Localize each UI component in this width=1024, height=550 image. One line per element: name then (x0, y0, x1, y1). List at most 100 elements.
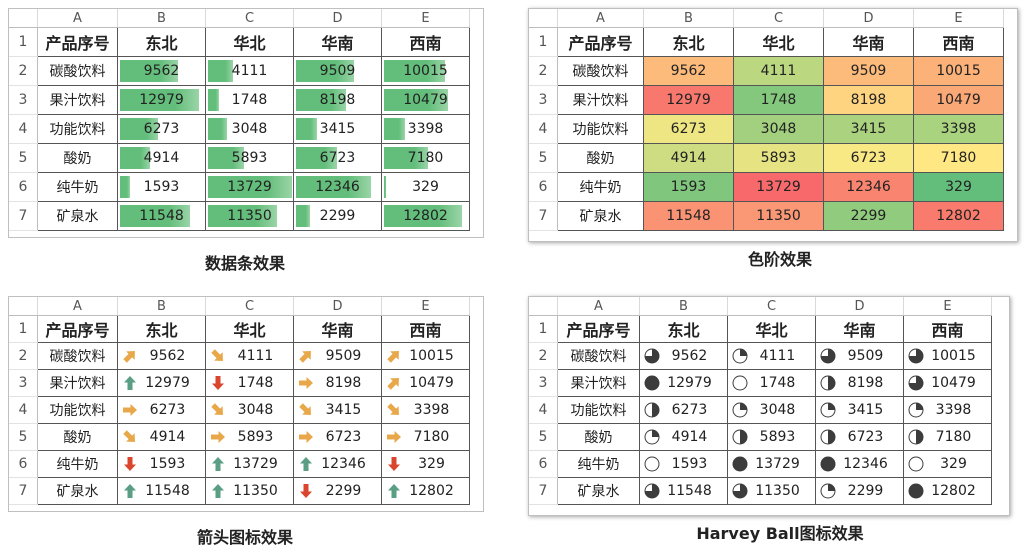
row-header[interactable]: 1 (9, 315, 38, 343)
value-cell[interactable]: 11350 (733, 201, 824, 231)
value-cell[interactable]: 6723 (823, 143, 914, 173)
value-cell[interactable]: 10015 (381, 56, 470, 86)
header-cell[interactable]: 西南 (903, 315, 992, 343)
header-cell[interactable]: 华南 (293, 315, 382, 343)
product-cell[interactable]: 矿泉水 (557, 477, 640, 505)
value-cell[interactable]: 12802 (381, 201, 470, 231)
value-cell[interactable]: 13729 (205, 172, 294, 202)
column-header-a[interactable]: A (557, 297, 640, 316)
product-cell[interactable]: 纯牛奶 (557, 450, 640, 478)
value-cell[interactable]: 13729 (205, 450, 294, 478)
value-cell[interactable]: 11350 (205, 477, 294, 505)
column-header-d[interactable]: D (293, 9, 382, 28)
value-cell[interactable]: 11350 (727, 477, 816, 505)
value-cell[interactable]: 3398 (903, 396, 992, 424)
row-header[interactable]: 5 (529, 143, 558, 173)
column-header-d[interactable]: D (293, 297, 382, 316)
value-cell[interactable]: 7180 (381, 143, 470, 173)
header-cell[interactable]: 产品序号 (37, 27, 118, 57)
header-cell[interactable]: 华南 (815, 315, 904, 343)
value-cell[interactable]: 12346 (293, 450, 382, 478)
value-cell[interactable]: 10015 (913, 56, 1004, 86)
product-cell[interactable]: 酸奶 (557, 143, 644, 173)
value-cell[interactable]: 3398 (381, 114, 470, 144)
header-cell[interactable]: 东北 (643, 27, 734, 57)
value-cell[interactable]: 12802 (913, 201, 1004, 231)
header-cell[interactable]: 产品序号 (37, 315, 118, 343)
product-cell[interactable]: 碳酸饮料 (557, 56, 644, 86)
product-cell[interactable]: 果汁饮料 (37, 85, 118, 115)
row-header[interactable]: 6 (9, 172, 38, 202)
header-cell[interactable]: 东北 (639, 315, 728, 343)
value-cell[interactable]: 10479 (903, 369, 992, 397)
product-cell[interactable]: 功能饮料 (37, 396, 118, 424)
value-cell[interactable]: 3415 (293, 396, 382, 424)
value-cell[interactable]: 12802 (903, 477, 992, 505)
value-cell[interactable]: 4111 (733, 56, 824, 86)
value-cell[interactable]: 7180 (913, 143, 1004, 173)
value-cell[interactable]: 4111 (205, 56, 294, 86)
value-cell[interactable]: 11548 (639, 477, 728, 505)
row-header[interactable]: 7 (9, 201, 38, 231)
row-header[interactable]: 2 (9, 56, 38, 86)
value-cell[interactable]: 5893 (727, 423, 816, 451)
value-cell[interactable]: 9509 (293, 56, 382, 86)
header-cell[interactable]: 产品序号 (557, 315, 640, 343)
value-cell[interactable]: 5893 (733, 143, 824, 173)
value-cell[interactable]: 3415 (815, 396, 904, 424)
product-cell[interactable]: 果汁饮料 (557, 85, 644, 115)
product-cell[interactable]: 碳酸饮料 (37, 342, 118, 370)
value-cell[interactable]: 3048 (205, 396, 294, 424)
value-cell[interactable]: 9509 (815, 342, 904, 370)
value-cell[interactable]: 3048 (205, 114, 294, 144)
value-cell[interactable]: 5893 (205, 423, 294, 451)
column-header-a[interactable]: A (37, 297, 118, 316)
value-cell[interactable]: 12979 (117, 369, 206, 397)
value-cell[interactable]: 7180 (903, 423, 992, 451)
header-cell[interactable]: 东北 (117, 27, 206, 57)
product-cell[interactable]: 矿泉水 (557, 201, 644, 231)
column-header-c[interactable]: C (733, 9, 824, 28)
product-cell[interactable]: 纯牛奶 (557, 172, 644, 202)
column-header-b[interactable]: B (643, 9, 734, 28)
column-header-b[interactable]: B (117, 297, 206, 316)
row-header[interactable]: 7 (529, 201, 558, 231)
product-cell[interactable]: 功能饮料 (557, 114, 644, 144)
row-header[interactable]: 1 (529, 27, 558, 57)
header-cell[interactable]: 华北 (727, 315, 816, 343)
column-header-e[interactable]: E (913, 9, 1004, 28)
value-cell[interactable]: 9562 (643, 56, 734, 86)
product-cell[interactable]: 功能饮料 (37, 114, 118, 144)
row-header[interactable]: 5 (529, 423, 558, 451)
value-cell[interactable]: 8198 (823, 85, 914, 115)
value-cell[interactable]: 329 (381, 172, 470, 202)
row-header[interactable]: 6 (529, 450, 558, 478)
header-cell[interactable]: 华北 (205, 27, 294, 57)
value-cell[interactable]: 4914 (117, 143, 206, 173)
header-cell[interactable]: 产品序号 (557, 27, 644, 57)
row-header[interactable]: 1 (9, 27, 38, 57)
value-cell[interactable]: 8198 (293, 369, 382, 397)
product-cell[interactable]: 功能饮料 (557, 396, 640, 424)
row-header[interactable]: 5 (9, 143, 38, 173)
value-cell[interactable]: 3398 (913, 114, 1004, 144)
value-cell[interactable]: 1748 (727, 369, 816, 397)
value-cell[interactable]: 6723 (293, 143, 382, 173)
header-cell[interactable]: 华南 (293, 27, 382, 57)
value-cell[interactable]: 7180 (381, 423, 470, 451)
value-cell[interactable]: 329 (381, 450, 470, 478)
value-cell[interactable]: 4111 (205, 342, 294, 370)
value-cell[interactable]: 10479 (913, 85, 1004, 115)
row-header[interactable]: 7 (9, 477, 38, 505)
column-header-a[interactable]: A (37, 9, 118, 28)
column-header-d[interactable]: D (815, 297, 904, 316)
value-cell[interactable]: 10015 (903, 342, 992, 370)
value-cell[interactable]: 3398 (381, 396, 470, 424)
value-cell[interactable]: 8198 (293, 85, 382, 115)
value-cell[interactable]: 1748 (205, 369, 294, 397)
value-cell[interactable]: 9509 (293, 342, 382, 370)
value-cell[interactable]: 2299 (815, 477, 904, 505)
value-cell[interactable]: 5893 (205, 143, 294, 173)
product-cell[interactable]: 果汁饮料 (557, 369, 640, 397)
product-cell[interactable]: 矿泉水 (37, 201, 118, 231)
